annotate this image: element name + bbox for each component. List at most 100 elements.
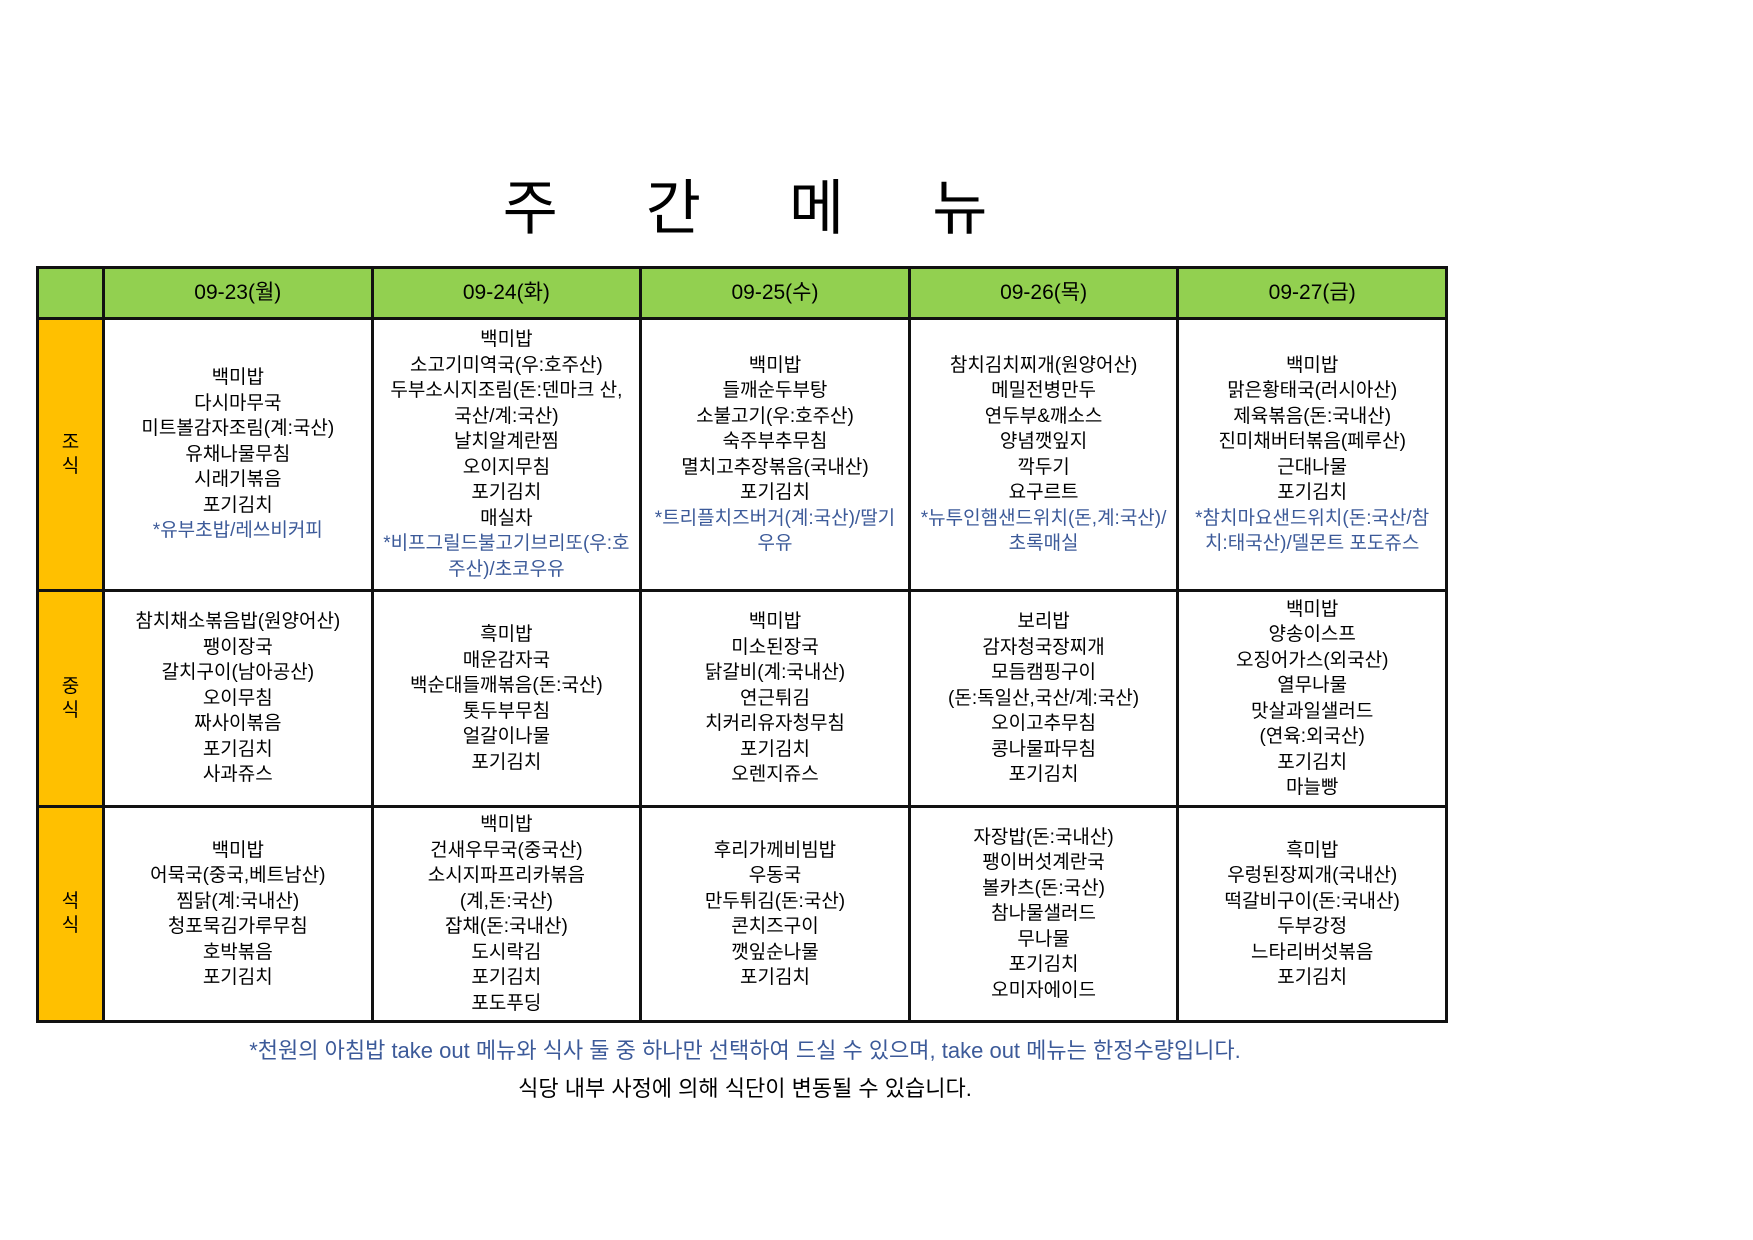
menu-item: 콩나물파무침 bbox=[991, 738, 1097, 760]
menu-item: 맛살과일샐러드 bbox=[1251, 700, 1374, 722]
menu-item: (돈:독일산,국산/계:국산) bbox=[948, 687, 1140, 709]
menu-item: 포기김치 bbox=[1277, 482, 1348, 503]
meal-label-char: 석 bbox=[61, 891, 80, 912]
title-char: 간 bbox=[645, 175, 701, 242]
menu-item: 백순대들깨볶음(돈:국산) bbox=[410, 675, 603, 696]
menu-item: 다시마무국 bbox=[194, 392, 282, 414]
menu-item: 흑미밥 bbox=[1285, 839, 1339, 861]
menu-item: 포기김치 bbox=[1277, 751, 1348, 773]
menu-item: 감자청국장찌개 bbox=[982, 636, 1105, 658]
menu-cell: 참치채소볶음밥(원양어산) 팽이장국 갈치구이(남아공산) 오이무침 짜사이볶음 포기김치… bbox=[102, 589, 374, 808]
menu-item: 만두튀김(돈:국산) bbox=[704, 890, 846, 912]
menu-item: 오징어가스(외국산) bbox=[1235, 649, 1389, 671]
menu-item: 포기김치 bbox=[1008, 954, 1079, 976]
corner-cell bbox=[36, 266, 105, 320]
menu-item: 백미밥 bbox=[211, 367, 265, 389]
weekly-menu-table: 09-23(월) 09-24(화) 09-25(수) 09-26(목) 09-2… bbox=[36, 266, 1448, 1023]
menu-item: 도시락김 bbox=[471, 941, 542, 963]
menu-cell: 백미밥 들깨순두부탕 소불고기(우:호주산) 숙주부추무침 멸치고추장볶음(국내산) 포기… bbox=[639, 317, 911, 592]
menu-cell: 백미밥 건새우무국(중국산) 소시지파프리카볶음 (계,돈:국산) 잡채(돈:국내산) 도… bbox=[370, 805, 643, 1023]
menu-item: 깻잎순나물 bbox=[731, 941, 819, 963]
menu-item: 백미밥 bbox=[748, 611, 802, 633]
menu-item: 호박볶음 bbox=[202, 941, 273, 963]
menu-item: 포기김치 bbox=[202, 738, 273, 760]
day-header: 09-25(수) bbox=[639, 266, 911, 320]
menu-item: 흑미밥 bbox=[480, 624, 533, 645]
takeout-item: *유부초밥/레쓰비커피 bbox=[152, 520, 323, 542]
menu-item: 포기김치 bbox=[1008, 764, 1079, 786]
menu-cell: 후리가께비빔밥 우동국 만두튀김(돈:국산) 콘치즈구이 깻잎순나물 포기김치 bbox=[639, 805, 911, 1023]
menu-cell: 보리밥 감자청국장찌개 모듬캠핑구이 (돈:독일산,국산/계:국산) 오이고추무침 콩나물… bbox=[907, 589, 1180, 808]
menu-item: 어묵국(중국,베트남산) bbox=[150, 865, 326, 886]
takeout-item: *참치마요샌드위치(돈:국산/참치:태국산)/델몬트 포도쥬스 bbox=[1195, 507, 1430, 555]
menu-item: 건새우무국(중국산) bbox=[430, 839, 583, 861]
menu-item: 우동국 bbox=[748, 865, 802, 886]
menu-item: 포기김치 bbox=[740, 738, 810, 760]
menu-item: 들깨순두부탕 bbox=[722, 380, 828, 401]
menu-item: 멸치고추장볶음(국내산) bbox=[681, 456, 869, 478]
meal-label-char: 조 bbox=[61, 431, 80, 453]
menu-item: 팽이버섯계란국 bbox=[982, 852, 1105, 874]
menu-item: 참치채소볶음밥(원양어산) bbox=[135, 611, 341, 633]
menu-item: 참치김치찌개(원양어산) bbox=[949, 354, 1138, 376]
menu-item: 백미밥 bbox=[1285, 598, 1339, 620]
meal-row-lunch: 중 식 참치채소볶음밥(원양어산) 팽이장국 갈치구이(남아공산) 오이무침 짜사이볶음 포기… bbox=[36, 589, 1448, 808]
menu-item: 유채나물무침 bbox=[185, 443, 291, 465]
day-header: 09-23(월) bbox=[102, 266, 374, 320]
meal-label-char: 식 bbox=[61, 455, 80, 477]
menu-item: 무나물 bbox=[1017, 928, 1070, 950]
meal-row-dinner: 석 식 백미밥 어묵국(중국,베트남산) 찜닭(계:국내산) 청포묵김가루무침 호박볶음 포기… bbox=[36, 805, 1448, 1023]
menu-item: 떡갈비구이(돈:국내산) bbox=[1224, 890, 1400, 912]
menu-item: 오이지무침 bbox=[462, 456, 551, 478]
day-header: 09-24(화) bbox=[370, 266, 643, 320]
title-char: 메 bbox=[789, 175, 845, 242]
menu-item: 진미채버터볶음(페루산) bbox=[1218, 431, 1406, 452]
menu-cell: 흑미밥 매운감자국 백순대들깨볶음(돈:국산) 톳두부무침 얼갈이나물 포기김치 bbox=[370, 589, 643, 808]
menu-item: 포기김치 bbox=[1277, 967, 1348, 988]
menu-item: 소시지파프리카볶음 bbox=[427, 865, 586, 886]
menu-item: 찜닭(계:국내산) bbox=[176, 890, 300, 912]
day-header: 09-26(목) bbox=[907, 266, 1180, 320]
menu-item: 미소된장국 bbox=[731, 636, 819, 658]
menu-item: 소고기미역국(우:호주산) bbox=[410, 354, 603, 376]
menu-item: 콘치즈구이 bbox=[731, 916, 819, 937]
menu-item: 오이고추무침 bbox=[991, 713, 1097, 735]
menu-item: 오미자에이드 bbox=[991, 979, 1097, 1001]
menu-item: 백미밥 bbox=[480, 814, 533, 835]
menu-item: 얼갈이나물 bbox=[462, 726, 551, 747]
title-char: 주 bbox=[502, 175, 558, 242]
menu-item: 연근튀김 bbox=[740, 687, 810, 709]
menu-item: 열무나물 bbox=[1277, 675, 1348, 696]
menu-item: 매실차 bbox=[480, 507, 533, 529]
menu-item: 미트볼감자조림(계:국산) bbox=[141, 418, 335, 440]
menu-item: 백미밥 bbox=[480, 329, 533, 350]
menu-item: 메밀전병만두 bbox=[991, 380, 1097, 401]
menu-item: 숙주부추무침 bbox=[722, 431, 828, 452]
menu-item: 마늘빵 bbox=[1285, 777, 1339, 798]
menu-item: 갈치구이(남아공산) bbox=[161, 662, 315, 684]
title-char: 뉴 bbox=[932, 175, 988, 242]
menu-item: (계,돈:국산) bbox=[459, 890, 553, 912]
menu-item: 사과쥬스 bbox=[202, 764, 273, 786]
menu-item: 짜사이볶음 bbox=[194, 713, 282, 735]
menu-cell: 백미밥 미소된장국 닭갈비(계:국내산) 연근튀김 치커리유자청무침 포기김치 오렌지쥬스 bbox=[639, 589, 911, 808]
menu-item: 양송이스프 bbox=[1268, 624, 1356, 645]
menu-item: 톳두부무침 bbox=[462, 700, 551, 722]
menu-item: (연육:외국산) bbox=[1259, 726, 1365, 747]
meal-label-char: 식 bbox=[61, 699, 80, 721]
menu-cell: 흑미밥 우렁된장찌개(국내산) 떡갈비구이(돈:국내산) 두부강정 느타리버섯볶음 포기김… bbox=[1176, 805, 1448, 1023]
menu-item: 닭갈비(계:국내산) bbox=[704, 662, 846, 684]
menu-item: 오렌지쥬스 bbox=[731, 764, 819, 786]
menu-item: 포기김치 bbox=[740, 967, 810, 988]
menu-item: 백미밥 bbox=[748, 354, 802, 376]
menu-cell: 백미밥 다시마무국 미트볼감자조림(계:국산) 유채나물무침 시래기볶음 포기김치 *유부초… bbox=[102, 317, 374, 592]
menu-item: 백미밥 bbox=[1285, 354, 1339, 376]
day-header: 09-27(금) bbox=[1176, 266, 1448, 320]
menu-item: 백미밥 bbox=[211, 839, 265, 861]
menu-item: 포기김치 bbox=[740, 482, 810, 503]
menu-cell: 자장밥(돈:국내산) 팽이버섯계란국 볼카츠(돈:국산) 참나물샐러드 무나물 포기김치 오… bbox=[907, 805, 1180, 1023]
